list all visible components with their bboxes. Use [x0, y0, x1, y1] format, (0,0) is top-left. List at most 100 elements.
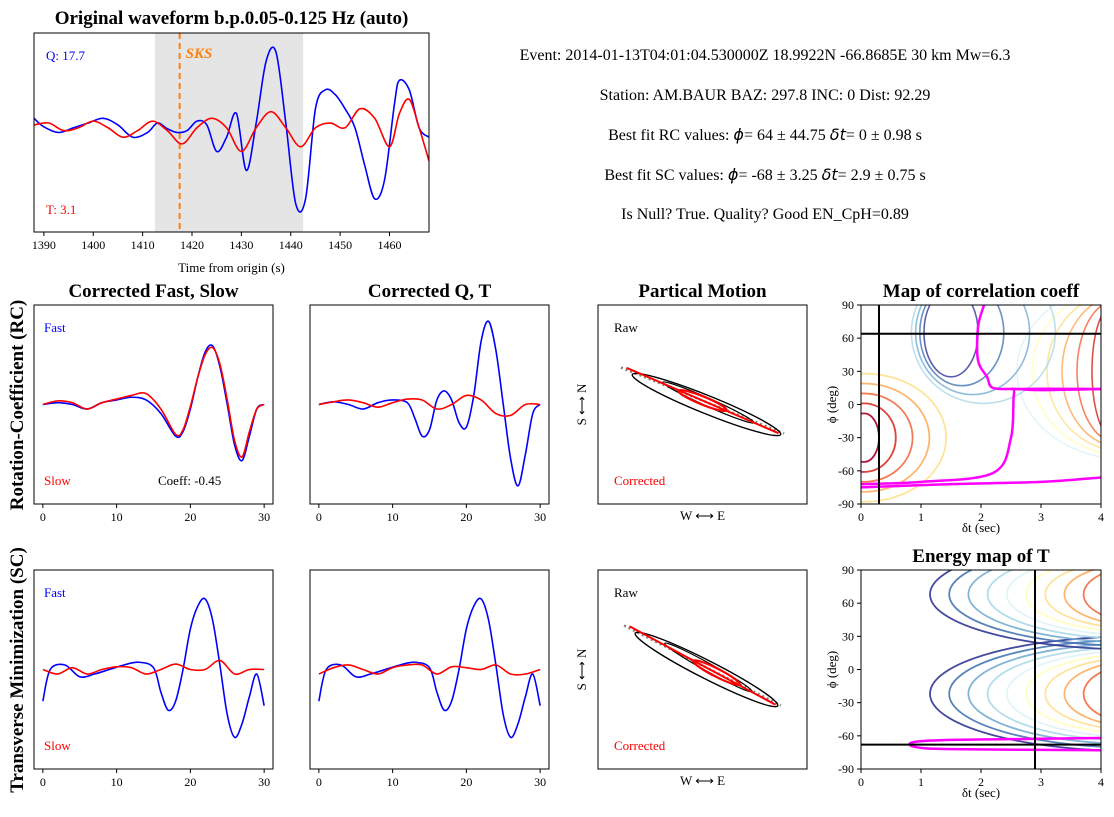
rc_map-x-tick-label: 2 [978, 510, 984, 524]
rc-dt-symbol: δt [829, 125, 846, 144]
waveform-x-tick-label: 1410 [131, 238, 155, 252]
rc_fast_slow-slow-line [42, 346, 265, 458]
rc_fast_slow-x-tick-label: 20 [184, 510, 196, 524]
rc-phi-symbol: ϕ [733, 125, 744, 144]
sc-dt-symbol: δt [821, 165, 838, 184]
sc_fast_slow-x-tick-label: 0 [40, 775, 46, 789]
sc_q_t-frame [309, 569, 550, 770]
sc-phi-symbol: ϕ [727, 165, 739, 184]
sc_map-y-tick-label: 90 [842, 563, 854, 577]
sc_map-contour [1044, 570, 1101, 627]
rc_map-null-contour [861, 476, 1101, 489]
sc_map-contour [1025, 655, 1101, 733]
sc_map-contour [1005, 570, 1101, 635]
rc_map-y-tick-label: -60 [838, 464, 854, 478]
rc_q_t-x-tick-label: 10 [387, 510, 399, 524]
sc_q_t-x-tick-label: 20 [460, 775, 472, 789]
sc_map-contour [948, 570, 1101, 646]
sc_map-y-tick-label: 60 [842, 596, 854, 610]
sc_particle-corrected-label: Corrected [614, 738, 666, 753]
rc_map-contour [1076, 305, 1101, 438]
null-quality-info: Is Null? True. Quality? Good EN_CpH=0.89 [621, 206, 909, 223]
rc_fast_slow-fast-line [42, 344, 265, 462]
sc_map-null-contour [908, 736, 1101, 752]
sc_particle-ylabel: S ⟷ N [574, 648, 589, 690]
rc_map-contour [1091, 315, 1101, 428]
rc_map-contour [1031, 305, 1101, 454]
sks-pick-label: SKS [186, 46, 213, 62]
sc_map-ylabel: ϕ (deg) [824, 651, 839, 689]
rc_map-ylabel: ϕ (deg) [824, 386, 839, 424]
rc_fast_slow-slow-label: Slow [44, 473, 71, 488]
rc_fast_slow-coeff-label: Coeff: -0.45 [158, 473, 221, 488]
sc_map-contour [948, 639, 1101, 748]
sc_map-contour [986, 570, 1101, 639]
rc_map-x-tick-label: 0 [858, 510, 864, 524]
sc_map-x-tick-label: 1 [918, 775, 924, 789]
rc_particle-ylabel: S ⟷ N [574, 383, 589, 425]
rc_particle-raw-ellipse [631, 372, 782, 437]
sc_q_t-x-tick-label: 0 [316, 775, 322, 789]
sc_map-title: Energy map of T [912, 546, 1050, 567]
rc_fast_slow-x-tick-label: 30 [258, 510, 270, 524]
rc_particle-raw-label: Raw [614, 320, 638, 335]
rc_q_t-x-tick-label: 30 [534, 510, 546, 524]
sc_map-x-tick-label: 2 [978, 775, 984, 789]
sc_map-y-tick-label: 0 [848, 663, 854, 677]
sc_fast_slow-fast-label: Fast [44, 585, 66, 600]
rc-dt-value: = 0 ± 0.98 s [845, 127, 922, 144]
sc_q_t-x-tick-label: 30 [534, 775, 546, 789]
sc_map-contour [1103, 668, 1114, 719]
waveform-x-tick-label: 1420 [180, 238, 204, 252]
rc-best-fit: Best fit RC values: ϕ= 64 ± 44.75 δt= 0 … [440, 125, 1090, 146]
sc_map-contour [1025, 570, 1101, 631]
sc_map-contour [929, 636, 1101, 752]
rc_map-y-tick-label: 0 [848, 398, 854, 412]
sc_map-contour [967, 570, 1101, 643]
rc_q_t-frame [309, 304, 550, 505]
rc_map-contour [1061, 305, 1101, 444]
sc_map-contours [908, 570, 1114, 752]
rc_fast_slow-frame [33, 304, 274, 505]
sc_map-contour [929, 570, 1101, 650]
sc_particle-corrected-loop [692, 659, 741, 687]
sc_fast_slow-x-tick-label: 20 [184, 775, 196, 789]
sc_q_t-q-line [318, 597, 541, 739]
sc_map-x-tick-label: 4 [1098, 775, 1104, 789]
sc_map-xlabel: δt (sec) [962, 785, 1000, 800]
station-info: Station: AM.BAUR BAZ: 297.8 INC: 0 Dist:… [599, 87, 931, 104]
waveform-x-tick-label: 1430 [229, 238, 253, 252]
sc_particle-fit-line [623, 624, 782, 707]
sc-phi-value: = -68 ± 3.25 [738, 167, 822, 184]
sc_map-contour [1063, 664, 1101, 724]
rc_particle-corrected-line [626, 366, 779, 435]
rc_map-null-contour [861, 387, 1101, 486]
rc_particle-corrected-label: Corrected [614, 473, 666, 488]
rc_particle-fit-line [620, 366, 785, 435]
q-energy-label: Q: 17.7 [46, 48, 86, 63]
rc_map-title: Map of correlation coeff [883, 281, 1080, 302]
waveform-x-tick-label: 1460 [378, 238, 402, 252]
sc_fast_slow-x-tick-label: 10 [111, 775, 123, 789]
rc_map-contour [861, 382, 931, 493]
sc-best-fit: Best fit SC values: ϕ= -68 ± 3.25 δt= 2.… [440, 165, 1090, 186]
rc_map-contour [910, 305, 1057, 405]
sc_map-contour [1103, 571, 1114, 618]
sc_fast_slow-frame [33, 569, 274, 770]
rc_map-x-tick-label: 1 [918, 510, 924, 524]
rc_particle-title: Partical Motion [638, 281, 767, 302]
sc-dt-value: = 2.9 ± 0.75 s [837, 167, 926, 184]
row-label-sc: Transverse Minimization (SC) [7, 547, 28, 793]
waveform-frame [33, 32, 430, 233]
sc_q_t-t-line [318, 663, 541, 676]
rc_map-contour [861, 372, 948, 503]
rc_fast_slow-title: Corrected Fast, Slow [68, 281, 238, 302]
sc_map-y-tick-label: 30 [842, 629, 854, 643]
rc_map-null-contour [975, 305, 1101, 392]
sc_particle-xlabel: W ⟷ E [680, 773, 725, 788]
sc_fast_slow-slow-label: Slow [44, 738, 71, 753]
rc_fast_slow-fast-label: Fast [44, 320, 66, 335]
sc_particle-raw-ellipse [634, 631, 779, 708]
waveform-x-tick-label: 1450 [328, 238, 352, 252]
waveform-x-tick-label: 1390 [32, 238, 56, 252]
